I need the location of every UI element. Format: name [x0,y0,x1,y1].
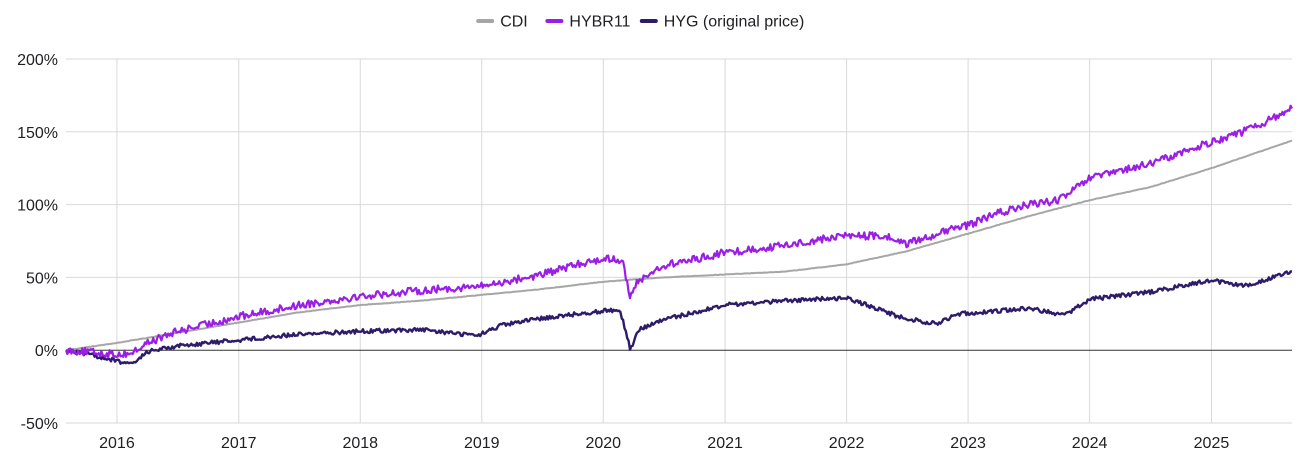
x-axis-tick-labels: 2016 2017 2018 2019 2020 2021 2022 2023 2024 2025 [99,435,1229,452]
series-lines [64,104,1293,365]
x-tick-label: 2017 [221,435,257,452]
legend-label: CDI [500,14,528,31]
y-tick-label: 100% [17,198,58,215]
x-tick-label: 2018 [342,435,378,452]
series-line-hyg-original-price [65,270,1293,365]
x-tick-label: 2024 [1072,435,1108,452]
legend-label: HYBR11 [569,14,630,31]
y-tick-label: 200% [17,52,58,69]
gridlines [66,58,1292,424]
y-tick-label: 50% [26,270,58,287]
legend[interactable]: CDI HYBR11 HYG (original price) [476,14,804,31]
series-line-hybr11 [64,104,1293,359]
series-line-cdi [65,139,1293,352]
legend-item-hyg-original-price[interactable]: HYG (original price) [639,14,804,31]
x-tick-label: 2016 [99,435,135,452]
x-tick-label: 2022 [829,435,865,452]
x-tick-label: 2025 [1194,435,1230,452]
y-tick-label: 0% [35,343,58,360]
y-axis-tick-labels: -50% 0% 50% 100% 150% 200% [17,52,58,433]
legend-item-hybr11[interactable]: HYBR11 [545,14,631,31]
x-tick-label: 2023 [950,435,986,452]
y-tick-label: -50% [21,416,58,433]
x-tick-label: 2020 [585,435,621,452]
x-tick-label: 2021 [707,435,743,452]
y-tick-label: 150% [17,125,58,142]
x-tick-label: 2019 [464,435,500,452]
legend-item-cdi[interactable]: CDI [476,14,528,31]
legend-label: HYG (original price) [664,14,804,31]
